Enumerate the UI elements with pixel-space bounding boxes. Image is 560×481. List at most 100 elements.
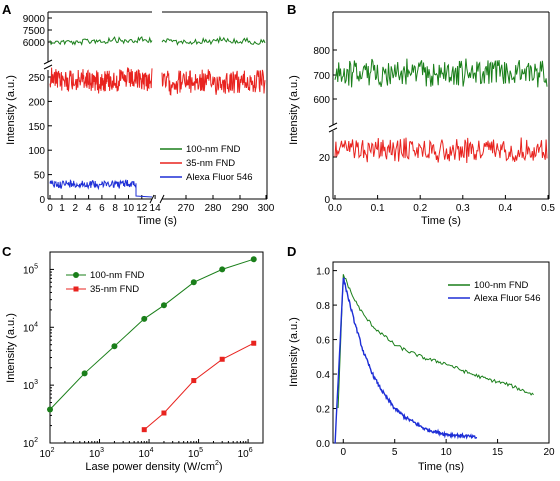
panel-a-xlabel: Time (s) — [137, 215, 177, 227]
panel-b-xtick-label: 0.5 — [541, 203, 555, 214]
panel-c-ytick-exponent: 2 — [34, 437, 38, 444]
panel-a-ylabel: Intensity (a.u.) — [5, 75, 17, 145]
panel-a-series-35nm-left — [49, 67, 153, 94]
panel-a-ytick-label: 100 — [28, 146, 45, 157]
panel-b-xtick-label: 0.2 — [413, 203, 427, 214]
panel-a-ytick-label: 200 — [28, 97, 45, 108]
panel-b-ytick-label: 20 — [319, 153, 331, 164]
panel-c-ytick-label: 102 — [23, 437, 38, 450]
panel-d-frame — [332, 261, 550, 444]
panel-a-ytick-label: 50 — [34, 171, 46, 182]
panel-d-xtick-label: 10 — [441, 447, 453, 458]
panel-d-series-alexa — [334, 277, 478, 444]
panel-c-ytick-exponent: 4 — [34, 321, 38, 328]
panel-c-legend-label: 100-nm FND — [90, 270, 145, 281]
panel-d-ytick-label: 0.2 — [316, 405, 330, 416]
panel-c-point-100nm — [160, 302, 167, 309]
panel-a-series-alexa — [49, 179, 153, 198]
panel-a-xtick-label: 300 — [258, 203, 275, 214]
panel-c-ytick-label: 105 — [23, 263, 38, 276]
panel-c-legend-marker-35nm — [73, 286, 79, 292]
panel-d-xtick-label: 0 — [341, 447, 347, 458]
panel-c-point-100nm — [250, 256, 257, 263]
panel-b-ytick-label: 0 — [324, 195, 330, 206]
panel-a-xtick-label: 280 — [205, 203, 222, 214]
panel-d-label: D — [287, 244, 296, 259]
panel-c-xlabel: Lase power density (W/cm2) — [85, 460, 222, 473]
panel-b-xlabel: Time (s) — [421, 215, 461, 227]
panel-a-xtick-label: 10 — [123, 203, 135, 214]
panel-a-xtick-label: 14 — [150, 203, 162, 214]
panel-c-xtick-exponent: 3 — [100, 447, 104, 454]
panel-b-ytick-label: 700 — [313, 71, 330, 82]
panel-a-ytick-label: 150 — [28, 122, 45, 133]
panel-d-ytick-label: 0.6 — [316, 336, 330, 347]
panel-c-ytick-exponent: 5 — [34, 263, 38, 270]
panel-a-xbreak-mark-1 — [149, 194, 155, 204]
panel-a-xtick-label: 4 — [86, 203, 92, 214]
panel-c-xtick-label: 103 — [89, 447, 104, 460]
panel-b-xtick-label: 0.3 — [456, 203, 470, 214]
panel-b-series-35nm — [334, 137, 548, 164]
panel-a-xtick-label: 6 — [99, 203, 105, 214]
panel-a-xtick-label: 270 — [178, 203, 195, 214]
panel-b-xtick-label: 0.1 — [371, 203, 385, 214]
panel-c-point-100nm — [111, 343, 118, 350]
panel-d-xtick-label: 20 — [543, 447, 555, 458]
panel-d-ylabel: Intensity (a.u.) — [288, 317, 300, 387]
panel-d-legend-label: Alexa Fluor 546 — [474, 293, 541, 304]
panel-a-xtick-label: 290 — [232, 203, 249, 214]
panel-c-xlabel-sup: 2 — [215, 460, 219, 467]
panel-b-ybreak-mark-2 — [328, 127, 338, 133]
panel-a-xtick-label: 0 — [47, 203, 53, 214]
panel-a-xtick-label: 12 — [136, 203, 148, 214]
panel-b-series-100nm — [334, 58, 548, 88]
panel-c-legend-label: 35-nm FND — [90, 284, 139, 295]
panel-c-xtick-label: 106 — [238, 447, 253, 460]
panel-c-point-35nm — [141, 427, 147, 433]
panel-c-point-100nm — [141, 315, 148, 322]
panel-a-ybreak-mark-1 — [43, 59, 53, 65]
panel-d-xtick-label: 15 — [492, 447, 504, 458]
panel-c-frame — [49, 251, 264, 444]
panel-c-ytick-label: 103 — [23, 379, 38, 392]
panel-d-ytick-label: 0.8 — [316, 301, 330, 312]
panel-b-ylabel: Intensity (a.u.) — [288, 75, 300, 145]
panel-b-xtick-label: 0.4 — [498, 203, 512, 214]
panel-c-point-100nm — [219, 266, 226, 273]
panel-c-xtick-exponent: 2 — [51, 447, 55, 454]
panel-c-series-100nm-line — [49, 258, 254, 410]
panel-d-xlabel: Time (ns) — [418, 461, 464, 473]
panel-c-point-100nm — [190, 279, 197, 286]
panel-c-point-100nm — [47, 406, 53, 413]
panel-a-series-100nm-right — [161, 35, 266, 46]
panel-a-ytick-label: 7500 — [23, 26, 46, 37]
panel-c-ylabel: Intensity (a.u.) — [5, 313, 17, 383]
panel-d-ytick-label: 1.0 — [316, 267, 330, 278]
panel-a-legend-label: Alexa Fluor 546 — [186, 172, 253, 183]
panel-a-ytick-label: 0 — [39, 195, 45, 206]
panel-a-legend-label: 35-nm FND — [186, 158, 235, 169]
panel-b-ytick-label: 600 — [313, 95, 330, 106]
panel-b-ybreak-mark-1 — [328, 122, 338, 128]
panel-c-xtick-label: 104 — [139, 447, 154, 460]
panel-b-ytick-label: 800 — [313, 46, 330, 57]
panel-a-ytick-label: 250 — [28, 73, 45, 84]
panel-c-label: C — [2, 244, 12, 259]
panel-a-xtick-label: 1 — [59, 203, 65, 214]
panel-c-point-35nm — [191, 378, 197, 384]
panel-c-ytick-label: 104 — [23, 321, 38, 334]
panel-a-xtick-label: 2 — [73, 203, 79, 214]
panel-c-xtick-label: 105 — [188, 447, 203, 460]
panel-d-xtick-label: 5 — [392, 447, 398, 458]
panel-a-series-35nm-right — [161, 69, 266, 96]
panel-a-ybreak-mark-2 — [43, 64, 53, 70]
panel-d-ytick-label: 0.0 — [316, 439, 330, 450]
panel-a-series-100nm-left — [49, 36, 153, 46]
panel-c-xtick-label: 102 — [39, 447, 54, 460]
panel-a-xbreak-mark-2 — [159, 194, 165, 204]
panel-c-legend-marker-100nm — [73, 272, 79, 278]
panel-c-point-35nm — [161, 410, 167, 416]
panel-c-xtick-exponent: 5 — [199, 447, 203, 454]
panel-c-xtick-exponent: 4 — [150, 447, 154, 454]
